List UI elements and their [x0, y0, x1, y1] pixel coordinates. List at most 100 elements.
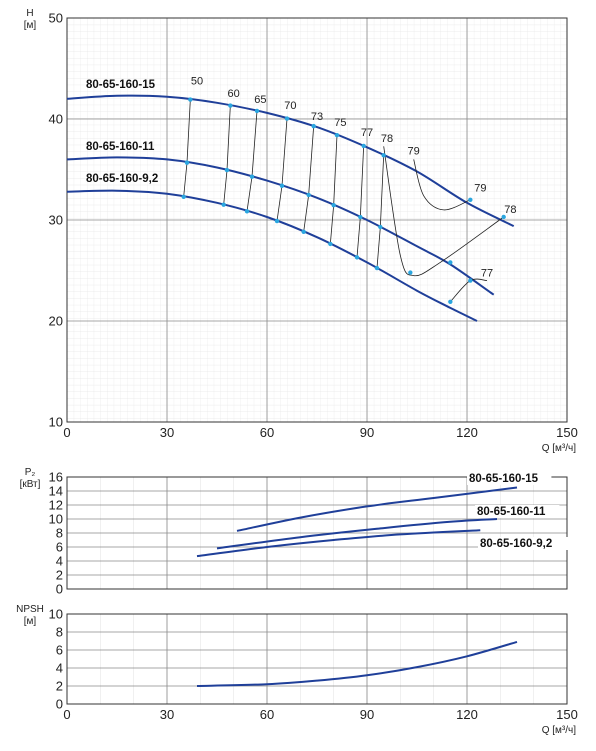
y-axis-unit: [м]	[24, 20, 37, 31]
y-tick-label: 8	[56, 625, 63, 640]
series-label-bg	[475, 505, 560, 518]
efficiency-marker	[334, 132, 340, 138]
efficiency-marker	[184, 160, 190, 165]
series-label-bg	[478, 537, 570, 550]
y-tick-label: 4	[56, 554, 63, 569]
efficiency-label: 73	[311, 111, 323, 123]
y-tick-label: 50	[49, 11, 63, 26]
series-label: 80-65-160-9,2	[86, 173, 158, 185]
x-tick-label: 0	[63, 425, 70, 440]
y-tick-label: 0	[56, 697, 63, 712]
efficiency-marker	[244, 209, 250, 214]
y-axis-label: P₂	[25, 467, 36, 478]
efficiency-marker	[188, 97, 193, 102]
y-tick-label: 10	[49, 512, 63, 527]
efficiency-marker	[468, 197, 473, 202]
y-tick-label: 14	[49, 484, 63, 499]
efficiency-label: 77	[481, 268, 493, 280]
efficiency-marker	[228, 103, 233, 108]
efficiency-label: 78	[504, 204, 516, 216]
y-tick-label: 10	[49, 607, 63, 622]
y-tick-label: 40	[49, 112, 63, 127]
x-tick-label: 60	[260, 707, 274, 722]
efficiency-label: 78	[381, 133, 393, 145]
x-tick-label: 60	[260, 425, 274, 440]
y-tick-label: 12	[49, 498, 63, 513]
efficiency-marker	[381, 153, 386, 158]
efficiency-label: 70	[284, 100, 296, 112]
plot-frame	[66, 476, 568, 590]
efficiency-marker	[354, 255, 360, 260]
y-tick-label: 30	[49, 213, 63, 228]
series-line	[66, 189, 478, 322]
y-tick-label: 2	[56, 568, 63, 583]
x-tick-label: 120	[456, 707, 478, 722]
y-axis-label: H	[26, 8, 33, 19]
efficiency-marker	[224, 167, 230, 173]
efficiency-loop	[383, 146, 504, 277]
efficiency-marker	[181, 194, 186, 199]
y-tick-label: 8	[56, 526, 63, 541]
y-tick-label: 10	[49, 415, 63, 430]
efficiency-marker	[306, 192, 311, 198]
efficiency-marker	[501, 214, 506, 220]
series-line	[236, 486, 518, 532]
y-axis-unit: [м]	[24, 616, 37, 627]
series-line	[196, 529, 481, 558]
efficiency-loop	[413, 159, 471, 211]
series-label-bg	[467, 472, 552, 485]
y-axis-unit: [кВт]	[20, 479, 41, 490]
x-axis-label: Q [м³/ч]	[542, 725, 577, 736]
efficiency-marker	[448, 260, 453, 265]
plot-frame	[66, 613, 568, 705]
x-tick-label: 90	[360, 707, 374, 722]
efficiency-marker	[448, 299, 453, 305]
x-tick-label: 120	[456, 425, 478, 440]
x-tick-label: 30	[160, 425, 174, 440]
efficiency-marker	[279, 183, 285, 188]
y-tick-label: 4	[56, 661, 63, 676]
series-line	[66, 156, 495, 296]
efficiency-marker	[468, 278, 473, 283]
y-tick-label: 0	[56, 582, 63, 597]
efficiency-marker	[311, 123, 316, 129]
plot-frame	[66, 17, 568, 423]
x-tick-label: 150	[556, 707, 578, 722]
efficiency-marker	[301, 229, 306, 234]
efficiency-marker	[254, 108, 260, 114]
y-tick-label: 20	[49, 314, 63, 329]
efficiency-label: 75	[334, 117, 346, 129]
series-label: 80-65-160-9,2	[480, 538, 552, 550]
chart-panel-1: 10 20 30 40 50 0 30 60 90 120 150 H[м] Q [м³/ч] 50 60 6…	[24, 8, 578, 454]
y-tick-label: 6	[56, 540, 63, 555]
efficiency-label: 50	[191, 76, 203, 88]
series-line	[66, 94, 515, 227]
y-axis-label: NPSH	[16, 604, 44, 615]
efficiency-label: 65	[254, 94, 266, 106]
efficiency-marker	[358, 214, 363, 220]
efficiency-marker	[274, 218, 280, 224]
series-line	[196, 640, 518, 687]
series-label: 80-65-160-15	[86, 79, 156, 91]
x-tick-label: 150	[556, 425, 578, 440]
efficiency-marker	[361, 143, 366, 149]
series-label: 80-65-160-15	[469, 473, 539, 485]
y-tick-label: 16	[49, 470, 63, 485]
efficiency-label: 79	[474, 183, 486, 195]
efficiency-label: 60	[228, 88, 240, 100]
efficiency-marker	[378, 224, 383, 230]
plot-area	[67, 614, 567, 704]
x-tick-label: 30	[160, 707, 174, 722]
efficiency-label: 79	[408, 145, 420, 157]
efficiency-marker	[328, 241, 333, 247]
x-tick-label: 90	[360, 425, 374, 440]
efficiency-marker	[374, 265, 380, 271]
x-tick-label: 0	[63, 707, 70, 722]
series-label: 80-65-160-11	[86, 141, 155, 153]
y-tick-label: 2	[56, 679, 63, 694]
efficiency-marker	[408, 270, 413, 275]
y-tick-label: 6	[56, 643, 63, 658]
